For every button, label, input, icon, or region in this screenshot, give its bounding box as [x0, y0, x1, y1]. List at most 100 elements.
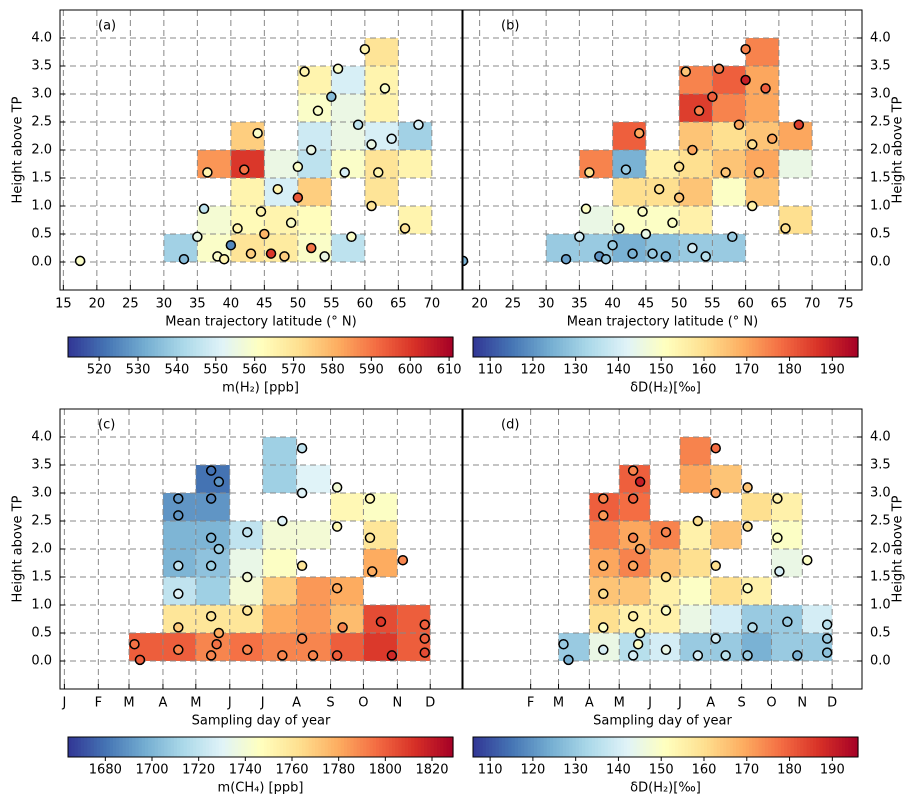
y-tick-label: 2.0 [31, 542, 52, 557]
x-axis-label: Sampling day of year [192, 714, 331, 729]
colorbar-swatch [193, 737, 197, 757]
colorbar-swatch [508, 337, 513, 357]
colorbar-swatch [505, 337, 509, 357]
heat-cell [710, 577, 742, 605]
colorbar-swatch [212, 337, 217, 357]
colorbar-swatch [430, 337, 435, 357]
colorbar-swatch [215, 337, 220, 357]
colorbar-swatch [183, 337, 188, 357]
data-point [627, 650, 639, 661]
data-point [713, 63, 725, 75]
colorbar-swatch [591, 337, 596, 357]
colorbar-swatch [559, 337, 564, 357]
data-point [821, 633, 833, 644]
colorbar-swatch [161, 737, 165, 757]
y-tick-label: 1.5 [31, 570, 52, 585]
colorbar-swatch [218, 337, 223, 357]
colorbar-swatch [655, 737, 660, 757]
colorbar-swatch [610, 737, 615, 757]
colorbar-swatch [199, 337, 204, 357]
colorbar-tick-label: 140 [606, 363, 631, 378]
colorbar-swatch [420, 737, 425, 757]
colorbar-swatch [793, 737, 798, 757]
x-tick-label: F [95, 696, 102, 711]
colorbar-swatch [443, 337, 448, 357]
data-point [627, 560, 639, 572]
colorbar-swatch [707, 737, 712, 757]
colorbar-swatch [157, 337, 162, 357]
colorbar-swatch [675, 737, 679, 757]
colorbar-swatch [498, 337, 503, 357]
colorbar-swatch [116, 737, 120, 757]
x-axis-label: Mean trajectory latitude (° N) [165, 315, 356, 330]
data-point [821, 647, 833, 658]
colorbar-swatch [292, 737, 297, 757]
colorbar-swatch [292, 337, 297, 357]
colorbar-swatch [125, 737, 130, 757]
colorbar-swatch [218, 737, 223, 757]
data-point [296, 487, 308, 499]
heat-cell [679, 521, 711, 549]
colorbar-swatch [527, 737, 532, 757]
colorbar-swatch [427, 737, 432, 757]
colorbar-swatch [388, 737, 393, 757]
colorbar-tick-label: 130 [563, 763, 588, 778]
data-point [727, 231, 738, 243]
colorbar-swatch [234, 737, 239, 757]
plot-frame [59, 408, 463, 690]
colorbar-swatch [100, 737, 104, 757]
colorbar-swatch [372, 337, 377, 357]
data-point [742, 650, 753, 661]
heat-cell [679, 549, 711, 577]
data-point [598, 622, 609, 633]
x-tick-label: 20 [89, 297, 106, 312]
x-tick-label: 50 [290, 297, 307, 312]
x-tick-label: 65 [390, 297, 407, 312]
colorbar-tick-label: 610 [437, 363, 462, 378]
colorbar-swatch [369, 337, 374, 357]
colorbar-tick-label: 590 [359, 363, 384, 378]
data-point [173, 493, 184, 504]
colorbar-swatch [148, 737, 153, 757]
panel-label: (d) [501, 418, 519, 433]
plot-frame [462, 9, 863, 291]
y-tick-label: 3.5 [870, 458, 891, 473]
colorbar-swatch [282, 737, 287, 757]
colorbar-swatch [286, 337, 290, 357]
colorbar-swatch [247, 337, 252, 357]
colorbar-swatch [331, 337, 335, 357]
colorbar-swatch [720, 337, 724, 357]
y-tick-label: 3.0 [31, 486, 52, 501]
colorbar-swatch [582, 737, 586, 757]
colorbar-swatch [774, 737, 779, 757]
data-point [673, 161, 685, 173]
colorbar-swatch [289, 337, 294, 357]
colorbar-swatch [627, 737, 631, 757]
y-tick-label: 3.0 [31, 87, 52, 102]
colorbar-swatch [315, 337, 319, 357]
colorbar-swatch [241, 737, 246, 757]
colorbar-swatch [279, 337, 284, 357]
colorbar-swatch [851, 337, 856, 357]
colorbar-swatch [543, 337, 548, 357]
data-point [584, 167, 595, 178]
colorbar-swatch [270, 737, 274, 757]
colorbar-swatch [495, 737, 500, 757]
data-point [213, 627, 225, 639]
data-point [753, 167, 765, 178]
colorbar-swatch [585, 737, 590, 757]
data-point [580, 203, 592, 215]
data-point [277, 515, 288, 527]
colorbar-swatch [225, 737, 230, 757]
y-tick-label: 2.0 [870, 143, 891, 158]
heat-cell [745, 38, 779, 66]
colorbar-swatch [854, 737, 859, 757]
colorbar-swatch [829, 737, 833, 757]
data-point [272, 183, 283, 195]
heat-cell [331, 94, 365, 122]
x-tick-label: O [766, 696, 776, 711]
colorbar-swatch [135, 337, 140, 357]
colorbar-swatch [238, 737, 242, 757]
colorbar-swatch [202, 737, 207, 757]
y-tick-label: 0.0 [870, 654, 891, 669]
